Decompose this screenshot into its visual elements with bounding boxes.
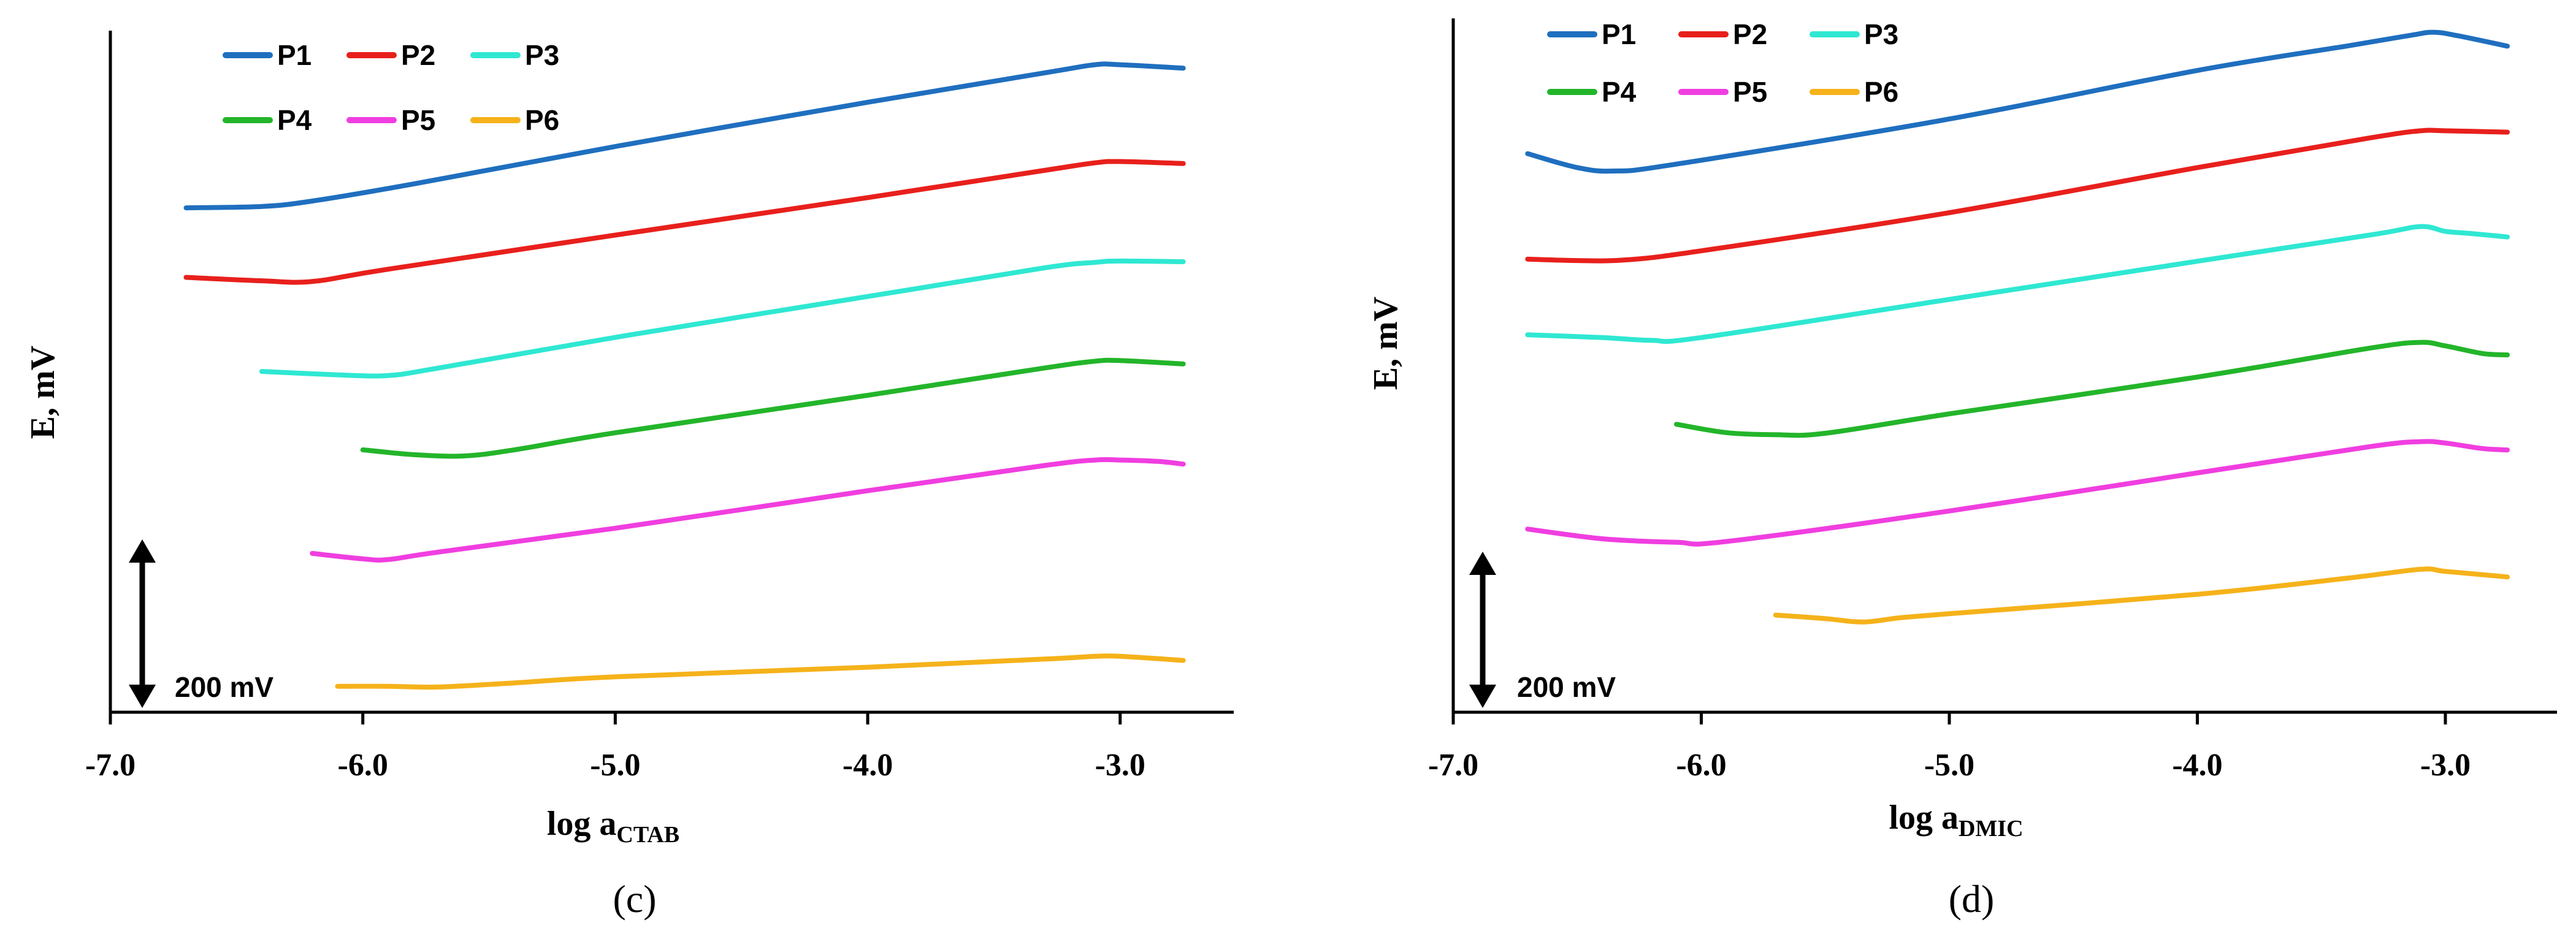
legend-item-p2: P2 <box>1678 18 1767 50</box>
y-axis-title: E, mV <box>1367 297 1405 390</box>
legend-label-p4: P4 <box>1602 76 1637 108</box>
x-tick-label: -7.0 <box>85 748 136 783</box>
legend-item-p4: P4 <box>223 104 312 136</box>
legend-item-p1: P1 <box>1547 18 1636 50</box>
legend-label-p3: P3 <box>1864 18 1898 50</box>
legend: P1 P2 P3 P4 P5 P6 <box>1547 18 1898 108</box>
x-tick-label: -4.0 <box>2172 748 2222 783</box>
series-line-p4 <box>360 357 1186 459</box>
series-line-p3 <box>1525 224 2510 344</box>
x-tick-label: -6.0 <box>1676 748 1726 783</box>
scale-bar-label: 200 mV <box>175 671 273 703</box>
x-tick-label: -6.0 <box>338 748 388 783</box>
scale-bar: 200 mV <box>129 539 273 708</box>
legend-label-p2: P2 <box>401 39 435 71</box>
series-line-p1 <box>183 61 1186 211</box>
legend-label-p5: P5 <box>401 104 435 136</box>
x-tick-label: -3.0 <box>2420 748 2471 783</box>
series-line-p6 <box>335 653 1186 690</box>
x-axis-title: log aDMIC <box>1889 799 2023 842</box>
legend-label-p3: P3 <box>525 39 559 71</box>
series-line-p2 <box>1525 127 2510 264</box>
series-line-p3 <box>259 258 1186 379</box>
panel-label-c: (c) <box>613 877 656 921</box>
x-axis-title-main: log a <box>1889 799 1959 837</box>
legend: P1 P2 P3 P4 P5 P6 <box>223 39 559 136</box>
series-line-p4 <box>1674 340 2510 438</box>
legend-label-p2: P2 <box>1733 18 1767 50</box>
legend-label-p6: P6 <box>525 104 559 136</box>
scale-bar-arrow-down-icon <box>1469 685 1496 708</box>
chart-panel-c: -7.0 -6.0 -5.0 -4.0 -3.0 E, mV log aCTAB 200… <box>24 31 1234 921</box>
chart-panel-d: -7.0 -6.0 -5.0 -4.0 -3.0 E, mV log aDMIC 200… <box>1367 18 2557 921</box>
series-line-p5 <box>1525 439 2510 547</box>
y-axis-title: E, mV <box>24 346 62 439</box>
legend-item-p3: P3 <box>1810 18 1898 50</box>
scale-bar-arrow-down-icon <box>129 685 156 708</box>
x-tick-group: -7.0 -6.0 -5.0 -4.0 -3.0 <box>1428 712 2471 783</box>
x-axis-title-main: log a <box>547 805 617 843</box>
series-line-p5 <box>310 457 1186 563</box>
legend-item-p4: P4 <box>1547 76 1637 108</box>
legend-item-p6: P6 <box>1810 76 1898 108</box>
panel-label-d: (d) <box>1949 877 1995 921</box>
legend-label-p5: P5 <box>1733 76 1767 108</box>
x-tick-label: -4.0 <box>843 748 893 783</box>
series-line-p6 <box>1773 566 2510 625</box>
legend-label-p1: P1 <box>277 39 311 71</box>
legend-item-p1: P1 <box>223 39 311 71</box>
scale-bar: 200 mV <box>1469 552 1616 708</box>
legend-item-p5: P5 <box>1678 76 1767 108</box>
legend-item-p3: P3 <box>470 39 559 71</box>
legend-item-p2: P2 <box>346 39 435 71</box>
series-group <box>1525 29 2510 625</box>
scale-bar-arrow-up-icon <box>1469 552 1496 575</box>
x-tick-label: -5.0 <box>590 748 640 783</box>
legend-label-p4: P4 <box>277 104 312 136</box>
x-tick-label: -5.0 <box>1924 748 1974 783</box>
x-tick-group: -7.0 -6.0 -5.0 -4.0 -3.0 <box>85 712 1145 783</box>
legend-item-p5: P5 <box>346 104 435 136</box>
legend-item-p6: P6 <box>470 104 559 136</box>
legend-label-p6: P6 <box>1864 76 1898 108</box>
series-line-p1 <box>1525 29 2510 174</box>
x-tick-label: -3.0 <box>1095 748 1145 783</box>
legend-label-p1: P1 <box>1602 18 1636 50</box>
x-axis-title-subscript: DMIC <box>1959 816 2024 842</box>
x-axis-title: log aCTAB <box>547 805 679 848</box>
scale-bar-label: 200 mV <box>1517 671 1616 703</box>
x-tick-label: -7.0 <box>1428 748 1478 783</box>
x-axis-title-subscript: CTAB <box>616 822 679 848</box>
scale-bar-arrow-up-icon <box>129 539 156 563</box>
series-line-p2 <box>183 159 1186 285</box>
series-group <box>183 61 1186 690</box>
